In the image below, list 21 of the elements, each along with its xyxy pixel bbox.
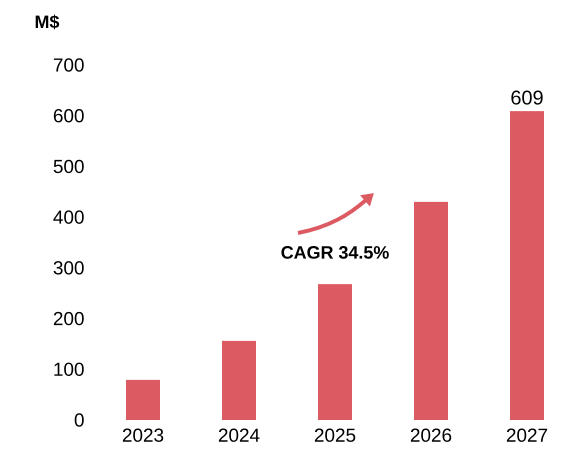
bar [222,340,256,420]
y-tick-label: 300 [54,261,84,275]
annotation: CAGR 34.5% [281,246,389,259]
x-tick-label: 2027 [506,428,548,442]
bar [126,380,160,420]
y-tick-label: 200 [54,312,84,326]
bar [510,111,544,420]
x-tick-label: 2024 [218,428,260,442]
data-label: 609 [511,90,543,105]
y-tick-label: 400 [53,210,84,224]
x-tick-label: 2025 [314,428,356,442]
bar [318,284,352,420]
y-tick-label: 600 [54,109,84,122]
y-tick-label: 100 [54,362,84,376]
y-axis-title: M$ [36,14,60,30]
y-tick-label: 700 [54,58,84,72]
x-tick-label: 2026 [410,428,452,442]
y-tick-label: 0 [74,413,84,427]
y-tick-label: 500 [54,160,84,174]
x-tick-label: 2023 [122,428,164,442]
bar [414,202,448,420]
